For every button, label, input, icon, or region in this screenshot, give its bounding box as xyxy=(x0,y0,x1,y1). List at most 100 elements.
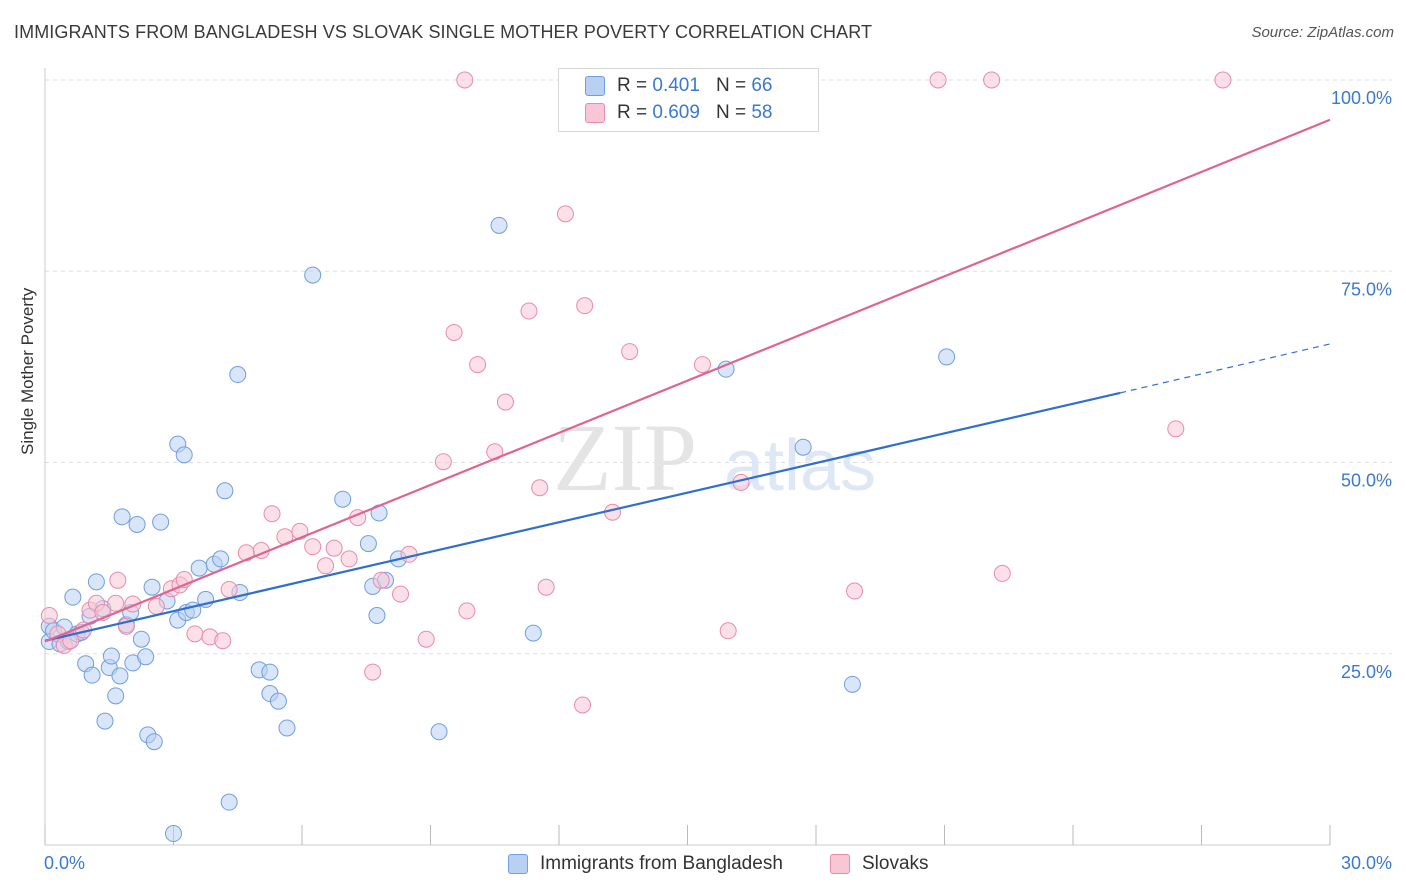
legend-r-label: R = xyxy=(617,75,648,96)
data-point-bangladesh xyxy=(938,348,956,366)
data-point-bangladesh xyxy=(430,723,448,741)
legend-n-value: 66 xyxy=(751,75,773,96)
data-point-slovaks xyxy=(417,630,435,648)
legend-swatch-blue xyxy=(585,76,605,96)
data-point-slovaks xyxy=(400,545,418,563)
data-point-bangladesh xyxy=(212,550,230,568)
x-tick-label: 30.0% xyxy=(1341,853,1392,873)
data-point-bangladesh xyxy=(229,366,247,384)
legend-n-label: N = xyxy=(715,75,747,96)
data-point-bangladesh xyxy=(359,535,377,553)
trend-lines xyxy=(44,118,1331,643)
legend-n-label: N = xyxy=(715,102,747,123)
data-point-slovaks xyxy=(719,622,737,640)
data-point-bangladesh xyxy=(368,607,386,624)
data-point-bangladesh xyxy=(216,482,234,500)
series-slovaks-points xyxy=(40,71,1232,714)
data-point-slovaks xyxy=(186,625,204,643)
data-point-slovaks xyxy=(40,607,58,624)
data-point-slovaks xyxy=(456,71,474,89)
bottom-legend-slovaks: Slovaks xyxy=(830,852,929,876)
data-point-slovaks xyxy=(621,343,639,361)
data-point-slovaks xyxy=(107,594,125,612)
tick-labels: 25.0% 50.0% 75.0% 100.0% 0.0% 30.0% xyxy=(44,88,1392,873)
data-point-slovaks xyxy=(576,297,594,315)
data-point-slovaks xyxy=(392,585,410,603)
data-point-slovaks xyxy=(693,356,711,374)
data-point-slovaks xyxy=(846,582,864,600)
bottom-legend-label: Slovaks xyxy=(862,853,929,874)
y-tick-label: 50.0% xyxy=(1341,471,1392,491)
bottom-legend-bangladesh: Immigrants from Bangladesh xyxy=(508,852,783,876)
data-point-bangladesh xyxy=(152,513,170,531)
data-point-slovaks xyxy=(469,356,487,374)
data-point-bangladesh xyxy=(87,573,105,591)
data-point-bangladesh xyxy=(128,515,146,533)
data-point-slovaks xyxy=(929,71,947,89)
legend-r-value: 0.401 xyxy=(652,75,700,96)
legend-row-slovaks: R = 0.609 N = 58 xyxy=(585,100,772,126)
data-point-bangladesh xyxy=(175,446,193,464)
legend-swatch-pink xyxy=(585,103,605,123)
data-point-slovaks xyxy=(1167,420,1185,438)
y-tick-label: 75.0% xyxy=(1341,279,1392,299)
data-point-slovaks xyxy=(317,557,335,575)
data-point-slovaks xyxy=(220,580,238,598)
data-point-bangladesh xyxy=(334,490,352,508)
data-point-bangladesh xyxy=(220,793,238,811)
data-point-slovaks xyxy=(214,632,232,650)
data-point-slovaks xyxy=(263,505,281,523)
data-point-bangladesh xyxy=(132,630,150,648)
legend-n-value: 58 xyxy=(751,102,773,123)
data-point-bangladesh xyxy=(96,712,114,730)
data-point-slovaks xyxy=(983,71,1001,89)
series-bangladesh-points xyxy=(40,216,956,843)
data-point-bangladesh xyxy=(261,663,279,681)
grid-lines xyxy=(45,79,1392,655)
chart-title: IMMIGRANTS FROM BANGLADESH VS SLOVAK SIN… xyxy=(14,22,873,42)
data-point-slovaks xyxy=(445,323,463,341)
data-point-bangladesh xyxy=(843,675,861,693)
data-point-slovaks xyxy=(458,602,476,620)
correlation-legend: R = 0.401 N = 66 R = 0.609 N = 58 xyxy=(558,68,819,132)
legend-row-bangladesh: R = 0.401 N = 66 xyxy=(585,73,772,99)
data-point-slovaks xyxy=(304,538,322,556)
data-point-bangladesh xyxy=(83,666,101,684)
data-point-slovaks xyxy=(531,479,549,497)
data-point-slovaks xyxy=(520,302,538,320)
data-point-slovaks xyxy=(556,205,574,223)
data-point-slovaks xyxy=(147,597,165,615)
data-point-bangladesh xyxy=(113,508,131,526)
data-point-slovaks xyxy=(496,393,514,411)
data-point-bangladesh xyxy=(137,648,155,666)
data-point-bangladesh xyxy=(165,825,182,843)
bottom-legend-swatch-blue xyxy=(508,854,528,874)
legend-r-value: 0.609 xyxy=(652,102,700,123)
x-tick-label: 0.0% xyxy=(44,853,85,873)
trend-line-bangladesh-extension xyxy=(1119,343,1331,394)
data-point-bangladesh xyxy=(107,687,125,705)
watermark: ZIP atlas xyxy=(553,404,876,511)
source-label: Source: ZipAtlas.com xyxy=(1251,24,1394,41)
y-axis-title: Single Mother Poverty xyxy=(18,287,37,455)
bottom-legend-label: Immigrants from Bangladesh xyxy=(540,853,783,874)
data-point-bangladesh xyxy=(64,588,82,606)
data-point-bangladesh xyxy=(524,624,542,642)
data-point-bangladesh xyxy=(143,578,161,596)
y-tick-label: 100.0% xyxy=(1331,88,1392,108)
data-point-slovaks xyxy=(364,663,382,681)
trend-line-slovaks xyxy=(44,118,1331,643)
data-point-bangladesh xyxy=(304,266,322,284)
data-point-slovaks xyxy=(537,578,555,596)
trend-line-bangladesh xyxy=(44,391,1121,642)
data-point-slovaks xyxy=(574,696,592,714)
watermark-zip: ZIP xyxy=(553,404,697,511)
data-point-slovaks xyxy=(372,571,390,589)
data-point-bangladesh xyxy=(490,216,508,234)
data-point-slovaks xyxy=(340,550,358,568)
data-point-bangladesh xyxy=(111,667,129,685)
data-point-slovaks xyxy=(109,571,127,589)
data-point-bangladesh xyxy=(190,559,208,577)
data-point-slovaks xyxy=(434,453,452,471)
